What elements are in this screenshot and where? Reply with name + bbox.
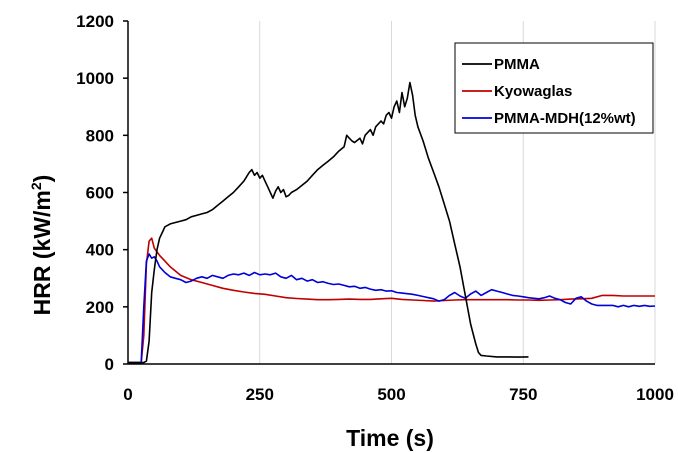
x-axis-title: Time (s) bbox=[346, 425, 434, 451]
series-lines bbox=[128, 81, 656, 364]
x-tick-label: 0 bbox=[123, 385, 132, 404]
y-tick-label: 400 bbox=[86, 241, 114, 260]
y-axis-title-tail: ) bbox=[29, 175, 55, 183]
tick-labels: 0 250 500 750 1000 0 200 400 600 800 1000 1200 bbox=[76, 12, 674, 404]
x-tick-label: 500 bbox=[377, 385, 405, 404]
y-tick-label: 600 bbox=[86, 184, 114, 203]
series-line-pmma bbox=[128, 81, 529, 364]
x-tick-label: 250 bbox=[246, 385, 274, 404]
y-tick-label: 200 bbox=[86, 298, 114, 317]
y-axis-title-sup: 2 bbox=[28, 182, 44, 190]
legend: PMMA Kyowaglas PMMA-MDH(12%wt) bbox=[454, 42, 654, 134]
y-tick-label: 1000 bbox=[76, 69, 114, 88]
y-tick-label: 0 bbox=[105, 355, 114, 374]
y-axis-title-main: HRR (kW/m bbox=[29, 190, 55, 315]
legend-label-pmma: PMMA bbox=[494, 56, 540, 73]
y-tick-label: 800 bbox=[86, 126, 114, 145]
legend-label-kyowaglas: Kyowaglas bbox=[494, 83, 572, 100]
x-tick-label: 750 bbox=[509, 385, 537, 404]
legend-label-pmma-mdh-12-wt: PMMA-MDH(12%wt) bbox=[494, 110, 636, 127]
x-tick-label: 1000 bbox=[636, 385, 674, 404]
series-line-pmma-mdh-12-wt bbox=[128, 253, 656, 364]
y-axis-title: HRR (kW/m2) bbox=[28, 175, 55, 316]
y-tick-label: 1200 bbox=[76, 12, 114, 31]
